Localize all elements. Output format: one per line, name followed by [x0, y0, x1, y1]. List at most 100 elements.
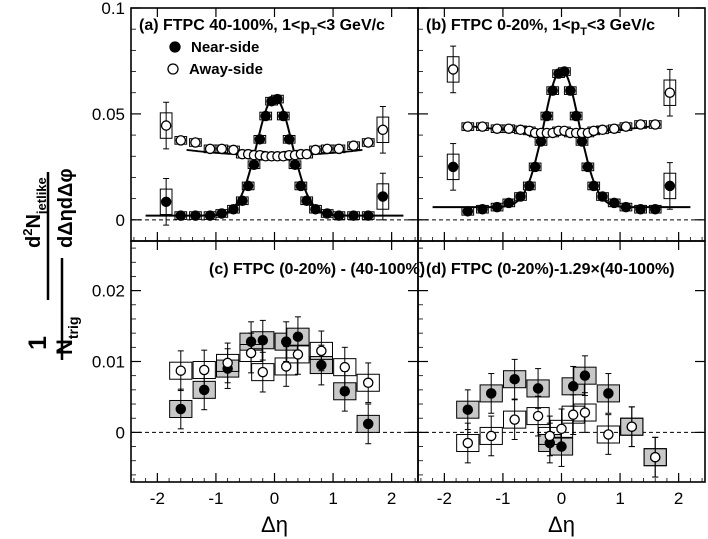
away-side-point: [222, 357, 233, 369]
near-side-point: [515, 191, 526, 202]
svg-text:d2Njetlike: d2Njetlike: [20, 177, 49, 248]
near-side-point: [245, 336, 257, 347]
x-tick-label: 1: [615, 489, 624, 508]
near-side-point: [529, 161, 541, 173]
away-side-point: [620, 121, 632, 132]
ylabel-den: dΔηdΔφ: [55, 168, 77, 248]
near-side-point: [254, 134, 266, 145]
near-side-point: [462, 404, 474, 415]
near-side-point: [321, 208, 333, 219]
away-side-point: [664, 87, 676, 98]
away-side-point: [532, 410, 544, 422]
x-tick-label: 2: [674, 489, 683, 508]
x-tick-label: -2: [150, 489, 165, 508]
near-side-point: [278, 110, 289, 122]
x-axis-label: Δη: [548, 512, 575, 537]
away-side-point: [310, 144, 321, 156]
away-side-point: [477, 121, 488, 132]
near-side-point: [535, 136, 547, 147]
near-side-point: [339, 386, 351, 397]
near-side-point: [570, 110, 582, 122]
away-side-point: [447, 64, 459, 75]
away-side-point: [603, 429, 614, 440]
away-side-point: [292, 349, 304, 360]
near-side-point: [289, 159, 301, 170]
panel-title: (b) FTPC 0-20%, 1<pT<3 GeV/c: [426, 17, 655, 38]
away-side-point: [160, 120, 172, 131]
near-side-fit-curve: [432, 68, 691, 209]
x-tick-label: 0: [557, 489, 566, 508]
near-side-point: [228, 203, 239, 215]
away-side-point: [175, 365, 187, 376]
near-side-point: [310, 203, 321, 215]
away-side-point: [579, 407, 591, 418]
away-side-point: [635, 119, 646, 130]
ylabel-ntrig-sub: trig: [65, 317, 81, 340]
near-side-point: [649, 203, 661, 215]
near-side-point: [509, 373, 520, 385]
svg-text:Ntrig: Ntrig: [52, 317, 81, 355]
near-side-point: [608, 197, 620, 209]
away-side-point: [348, 140, 359, 151]
near-side-point: [576, 136, 588, 147]
near-side-point: [316, 359, 327, 371]
panel-c: 0 0.01 0.02 -2 -1 0 1 2 Δη (c) FTPC (0-20%) - (40…: [92, 240, 425, 537]
away-side-point: [228, 144, 239, 156]
away-side-point: [190, 137, 201, 148]
x-tick-label: 1: [328, 489, 337, 508]
near-side-point: [292, 331, 304, 342]
y-tick-label: 0.05: [92, 105, 125, 124]
away-side-point: [485, 430, 497, 442]
x-tick-label: -1: [495, 489, 510, 508]
legend-near-marker: [169, 41, 181, 53]
away-side-point: [588, 125, 599, 137]
near-side-point: [462, 206, 474, 217]
near-side-point: [579, 370, 591, 381]
near-side-point: [283, 134, 295, 145]
panel-title: (d) FTPC (0-20%)-1.29×(40-100%): [426, 261, 675, 278]
away-side-point: [509, 414, 520, 425]
near-side-point: [333, 210, 345, 221]
away-side-point: [544, 430, 556, 442]
away-side-point: [301, 148, 312, 160]
panel-b: (b) FTPC 0-20%, 1<pT<3 GeV/c: [417, 7, 706, 242]
near-side-point: [556, 441, 567, 452]
near-side-point: [603, 388, 614, 399]
y-tick-label: 0.01: [92, 353, 125, 372]
near-side-point: [491, 201, 503, 213]
legend-label: Near-side: [191, 39, 259, 56]
panel-title: (c) FTPC (0-20%) - (40-100%): [209, 261, 425, 278]
near-side-point: [524, 180, 535, 192]
near-side-point: [477, 203, 488, 215]
near-side-point: [260, 110, 271, 122]
y-tick-label: 0.02: [92, 282, 125, 301]
x-tick-label: 0: [270, 489, 279, 508]
away-side-point: [503, 123, 515, 134]
near-side-point: [362, 210, 374, 221]
near-side-point: [582, 161, 594, 173]
away-side-point: [515, 124, 526, 136]
away-side-point: [597, 124, 608, 136]
ylabel-num-var: N: [23, 214, 45, 228]
near-side-point: [532, 383, 544, 394]
away-side-point: [608, 123, 620, 134]
away-side-point: [280, 361, 292, 372]
near-side-point: [295, 180, 307, 192]
near-side-point: [635, 203, 646, 215]
away-side-point: [626, 421, 638, 432]
near-side-point: [237, 195, 248, 207]
near-side-point: [485, 388, 497, 399]
near-side-point: [248, 159, 260, 170]
ylabel-num-sub: jetlike: [34, 177, 49, 215]
away-side-point: [321, 143, 333, 155]
near-side-point: [175, 210, 187, 221]
near-side-point: [160, 196, 172, 208]
near-side-point: [272, 93, 283, 105]
ylabel-num-sup: 2: [20, 229, 35, 236]
panel-frame: [417, 7, 706, 242]
away-side-point: [175, 135, 187, 146]
panel-a: 0 0.05 0.1 (a) FTPC 40-100%, 1<pT<3 GeV/cNe…: [92, 0, 419, 242]
y-tick-label: 0: [116, 423, 125, 442]
away-side-point: [339, 361, 351, 373]
legend-away-marker: [167, 63, 179, 75]
